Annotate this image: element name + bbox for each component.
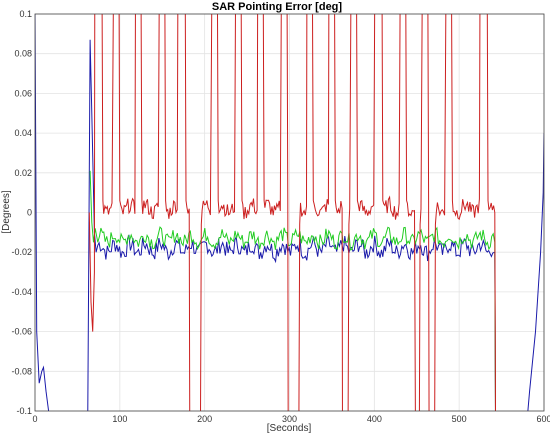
chart-title: SAR Pointing Error [deg] [212,1,343,13]
blue-series-line [35,14,544,411]
x-tick-label: 500 [452,414,467,424]
y-tick-label: 0.04 [14,128,32,138]
x-tick-label: 400 [367,414,382,424]
red-series-line [88,14,496,411]
plot-area [35,14,544,411]
y-tick-label: 0.06 [14,88,32,98]
x-tick-label: 600 [536,414,550,424]
y-tick-label: -0.04 [11,287,32,297]
y-tick-label: -0.02 [11,247,32,257]
x-tick-label: 100 [112,414,127,424]
x-tick-label: 0 [32,414,37,424]
x-tick-label: 200 [197,414,212,424]
y-axis-label: [Degrees] [1,190,12,234]
y-tick-label: -0.06 [11,327,32,337]
tick-labels: 0 100 200 300 400 500 600 -0.1 -0.08 -0.06 -0.04 -0… [11,9,550,424]
y-tick-label: 0.02 [14,168,32,178]
plot-frame [34,13,545,412]
y-tick-label: 0 [27,208,32,218]
x-axis-label: [Seconds] [267,423,312,434]
y-tick-label: -0.1 [16,406,32,416]
x-tick-label: 300 [282,414,297,424]
y-tick-label: 0.08 [14,49,32,59]
y-tick-label: 0.1 [19,9,32,19]
y-tick-label: -0.08 [11,366,32,376]
